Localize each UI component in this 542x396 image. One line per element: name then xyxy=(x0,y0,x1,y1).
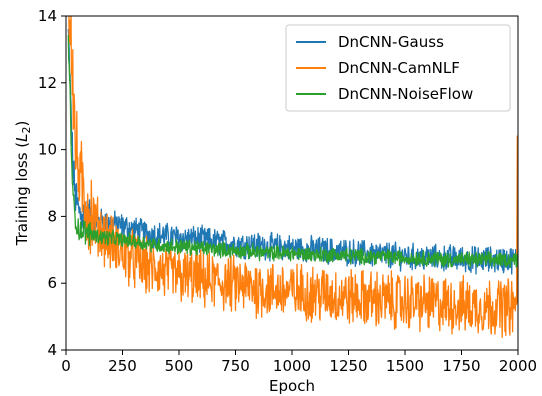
x-tick-label: 750 xyxy=(221,357,250,375)
y-tick-label: 14 xyxy=(38,7,57,25)
y-tick-label: 8 xyxy=(47,207,57,225)
x-tick-label: 1250 xyxy=(329,357,367,375)
x-tick-label: 0 xyxy=(61,357,71,375)
y-axis-label: Training loss (L2) xyxy=(13,121,33,247)
y-axis-label-prefix: Training loss ( xyxy=(13,142,31,247)
y-tick-label: 12 xyxy=(38,74,57,92)
x-tick-label: 500 xyxy=(165,357,194,375)
legend-box xyxy=(285,24,511,112)
x-tick-label: 2000 xyxy=(499,357,537,375)
legend-label: DnCNN-Gauss xyxy=(338,33,444,51)
y-axis-ticks: 4 6 8 10 12 14 xyxy=(38,7,66,359)
x-axis-label: Epoch xyxy=(269,377,315,395)
x-tick-label: 1500 xyxy=(386,357,424,375)
x-tick-label: 1000 xyxy=(273,357,311,375)
y-tick-label: 10 xyxy=(38,141,57,159)
series-line-dncnn-camnlf xyxy=(68,16,518,338)
x-axis-ticks: 0 250 500 750 1000 1250 1500 1750 2000 xyxy=(61,350,537,375)
legend: DnCNN-Gauss DnCNN-CamNLF DnCNN-NoiseFlow xyxy=(285,24,511,112)
x-tick-label: 250 xyxy=(108,357,137,375)
series-line-dncnn-noiseflow xyxy=(67,35,518,269)
x-tick-label: 1750 xyxy=(442,357,480,375)
legend-label: DnCNN-CamNLF xyxy=(338,59,460,77)
y-axis-label-suffix: ) xyxy=(13,121,31,127)
legend-label: DnCNN-NoiseFlow xyxy=(338,85,473,103)
plot-lines xyxy=(67,16,518,338)
y-axis-label-subscript: 2 xyxy=(20,126,33,133)
y-tick-label: 6 xyxy=(47,274,57,292)
y-axis-label-variable: L xyxy=(13,133,31,141)
y-tick-label: 4 xyxy=(47,341,57,359)
